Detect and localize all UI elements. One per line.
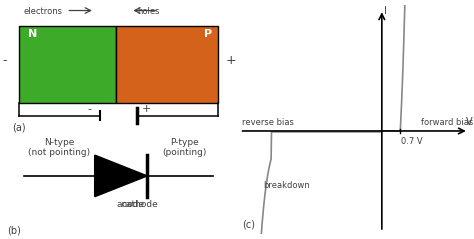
Text: I: I	[384, 6, 387, 16]
Text: anode: anode	[116, 200, 145, 209]
Bar	[116, 26, 218, 103]
Text: P: P	[204, 29, 212, 39]
Text: N: N	[28, 29, 38, 39]
Text: (a): (a)	[12, 122, 26, 132]
Text: N-type
(not pointing): N-type (not pointing)	[28, 137, 91, 157]
Text: V: V	[466, 117, 473, 127]
Text: forward bias: forward bias	[421, 118, 474, 126]
Text: +: +	[142, 104, 152, 114]
Text: 0.7 V: 0.7 V	[401, 137, 422, 146]
Text: electrons: electrons	[24, 7, 63, 16]
Text: (b): (b)	[7, 225, 21, 235]
Text: (c): (c)	[242, 219, 255, 229]
Text: reverse bias: reverse bias	[242, 118, 294, 127]
Text: cathode: cathode	[121, 200, 158, 209]
Text: P-type
(pointing): P-type (pointing)	[163, 137, 207, 157]
Polygon shape	[95, 155, 147, 196]
Bar	[19, 26, 116, 103]
Text: breakdown: breakdown	[264, 181, 310, 190]
Text: +: +	[225, 54, 236, 67]
Text: holes: holes	[137, 7, 160, 16]
Text: -: -	[88, 104, 91, 114]
Text: -: -	[2, 54, 7, 67]
